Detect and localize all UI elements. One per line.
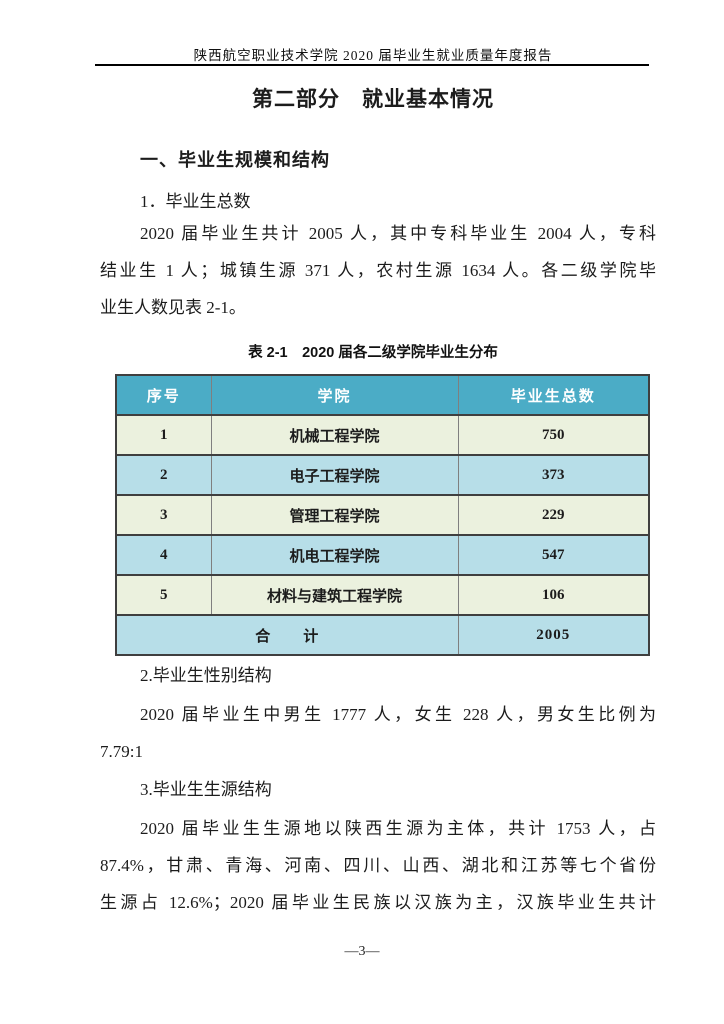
- cell-total-count: 2005: [457, 614, 650, 656]
- cell-index: 2: [115, 454, 212, 496]
- paragraph-line: 业生人数见表 2-1。: [100, 297, 246, 317]
- paragraph-line: 7.79:1: [100, 741, 143, 761]
- part-title: 第二部分 就业基本情况: [252, 87, 494, 111]
- paragraph-line: 2020 届毕业生生源地以陕西生源为主体，共计 1753 人，占: [140, 819, 656, 838]
- cell-index: 1: [115, 414, 212, 456]
- paragraph-line: 87.4%，甘肃、青海、河南、四川、山西、湖北和江苏等七个省份: [100, 855, 656, 875]
- table-row: 3 管理工程学院 229: [115, 494, 650, 536]
- paragraph-total-count: 2020 届毕业生共计 2005 人，其中专科毕业生 2004 人，专科 结业生…: [100, 216, 656, 326]
- cell-count: 373: [457, 454, 650, 496]
- paragraph-line: 结业生 1 人；城镇生源 371 人，农村生源 1634 人。各二级学院毕: [100, 260, 656, 280]
- paragraph-origin: 2020 届毕业生生源地以陕西生源为主体，共计 1753 人，占 87.4%，甘…: [100, 811, 656, 921]
- item-heading-total-count: 1．毕业生总数: [140, 192, 251, 211]
- running-header: 陕西航空职业技术学院 2020 届毕业生就业质量年度报告: [193, 48, 553, 63]
- table-row: 1 机械工程学院 750: [115, 414, 650, 456]
- cell-index: 4: [115, 534, 212, 576]
- table-total-row: 合 计 2005: [115, 614, 650, 656]
- item-heading-gender-structure: 2.毕业生性别结构: [140, 666, 272, 685]
- cell-college: 机电工程学院: [210, 534, 459, 576]
- table-row: 5 材料与建筑工程学院 106: [115, 574, 650, 616]
- header-rule: [95, 64, 649, 66]
- page-number: —3—: [344, 944, 380, 959]
- paragraph-line: 2020 届毕业生中男生 1777 人，女生 228 人，男女生比例为: [140, 705, 656, 724]
- cell-count: 547: [457, 534, 650, 576]
- paragraph-line: 2020 届毕业生共计 2005 人，其中专科毕业生 2004 人，专科: [140, 224, 656, 243]
- cell-total-label: 合 计: [115, 614, 459, 656]
- graduates-distribution-table: 序号 学院 毕业生总数 1 机械工程学院 750 2 电子工程学院 373 3 …: [115, 374, 650, 656]
- item-heading-origin-structure: 3.毕业生生源结构: [140, 780, 272, 799]
- section-heading-scale-structure: 一、毕业生规模和结构: [140, 150, 330, 170]
- paragraph-gender: 2020 届毕业生中男生 1777 人，女生 228 人，男女生比例为 7.79…: [100, 697, 656, 771]
- cell-index: 3: [115, 494, 212, 536]
- table-caption: 表 2-1 2020 届各二级学院毕业生分布: [248, 345, 498, 361]
- column-header-count: 毕业生总数: [457, 374, 650, 416]
- cell-college: 电子工程学院: [210, 454, 459, 496]
- cell-college: 材料与建筑工程学院: [210, 574, 459, 616]
- column-header-college: 学院: [210, 374, 459, 416]
- cell-college: 机械工程学院: [210, 414, 459, 456]
- table-row: 4 机电工程学院 547: [115, 534, 650, 576]
- table-row: 2 电子工程学院 373: [115, 454, 650, 496]
- cell-college: 管理工程学院: [210, 494, 459, 536]
- cell-count: 229: [457, 494, 650, 536]
- column-header-index: 序号: [115, 374, 212, 416]
- cell-count: 750: [457, 414, 650, 456]
- paragraph-line: 生源占 12.6%；2020 届毕业生民族以汉族为主，汉族毕业生共计: [100, 892, 656, 912]
- cell-index: 5: [115, 574, 212, 616]
- table-header-row: 序号 学院 毕业生总数: [115, 374, 650, 416]
- cell-count: 106: [457, 574, 650, 616]
